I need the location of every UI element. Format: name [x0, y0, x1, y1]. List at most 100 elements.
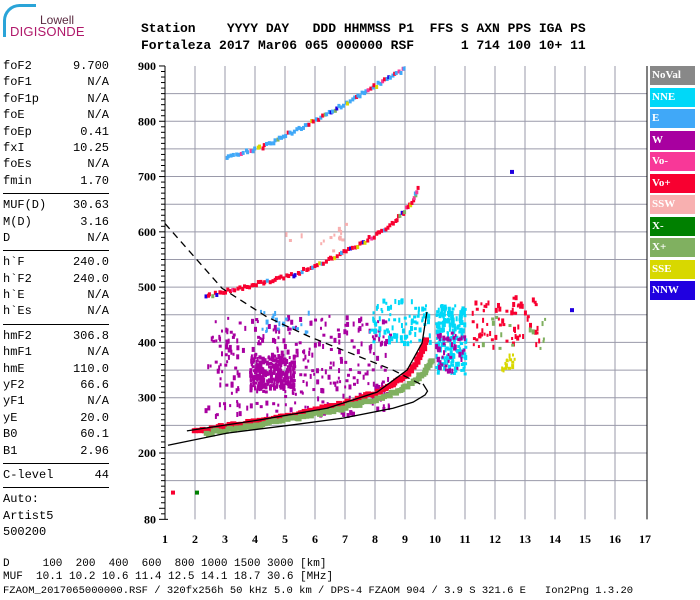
echo-point — [285, 374, 288, 380]
echo-point — [294, 392, 297, 396]
echo-point — [288, 331, 291, 335]
param-label: foF1 — [3, 75, 32, 90]
echo-point — [416, 185, 420, 190]
echo-point — [337, 103, 341, 108]
echo-point — [444, 368, 447, 372]
echo-point — [300, 270, 304, 275]
echo-point — [329, 381, 332, 385]
echo-point — [289, 272, 293, 277]
echo-point — [265, 360, 269, 366]
echo-point — [451, 307, 455, 311]
echo-point — [268, 369, 271, 373]
param-value: 10.25 — [72, 140, 109, 155]
echo-point — [277, 373, 280, 379]
echo-point — [410, 299, 413, 305]
echo-point — [253, 382, 256, 386]
echo-point — [369, 330, 372, 334]
echo-point — [326, 402, 329, 406]
echo-point — [332, 249, 336, 253]
echo-point — [387, 75, 391, 80]
echo-point — [292, 384, 295, 390]
echo-point — [443, 313, 446, 317]
echo-point — [324, 369, 327, 375]
echo-point — [409, 340, 412, 344]
echo-point — [474, 300, 478, 306]
echo-point — [313, 264, 317, 269]
echo-point — [346, 373, 350, 377]
echo-point — [262, 360, 266, 364]
echo-point — [207, 405, 211, 411]
echo-point — [451, 328, 454, 334]
echo-point — [372, 83, 376, 88]
echo-point — [454, 304, 457, 308]
echo-point — [372, 340, 376, 344]
echo-point — [393, 71, 397, 76]
echo-point — [444, 320, 448, 324]
echo-point — [263, 382, 267, 388]
echo-point — [436, 371, 440, 375]
echo-point — [356, 402, 363, 408]
param-row: D N/A — [3, 230, 109, 246]
param-row: fxI 10.25 — [3, 140, 109, 156]
param-label: h`Es — [3, 304, 32, 319]
echo-point — [282, 357, 286, 361]
echo-point — [361, 323, 364, 327]
echo-point — [259, 405, 263, 409]
echo-point — [511, 353, 514, 357]
echo-point — [512, 296, 516, 300]
echo-point — [397, 300, 400, 306]
echo-point — [309, 373, 312, 379]
echo-point — [381, 79, 385, 84]
echo-point — [252, 378, 255, 384]
x-tick-label: 11 — [459, 532, 470, 546]
echo-point — [392, 332, 396, 338]
echo-point — [251, 346, 255, 352]
echo-point — [232, 333, 236, 337]
echo-point — [455, 335, 459, 339]
echo-point — [287, 376, 290, 380]
echo-point — [381, 310, 384, 314]
echo-point — [341, 252, 345, 256]
param-row: B0 60.1 — [3, 426, 109, 442]
logo-lowell: Lowell — [40, 13, 75, 27]
echo-point — [218, 344, 222, 348]
echo-point — [236, 345, 240, 351]
echo-point — [437, 347, 441, 353]
echo-point — [389, 333, 393, 339]
echo-point — [443, 309, 446, 313]
echo-point — [264, 386, 268, 390]
echo-point — [360, 90, 364, 95]
echo-point — [241, 347, 245, 353]
echo-point — [257, 365, 261, 371]
echo-point — [438, 313, 442, 319]
param-value: 306.8 — [72, 328, 109, 343]
echo-point — [462, 368, 466, 372]
param-label: yF2 — [3, 378, 25, 393]
echo-point — [263, 280, 267, 285]
echo-point — [376, 355, 380, 361]
echo-point — [449, 339, 452, 345]
echo-point — [265, 371, 269, 377]
echo-point — [277, 359, 281, 363]
echo-point — [382, 298, 386, 304]
echo-point — [324, 321, 327, 327]
echo-point — [253, 354, 257, 360]
echo-point — [266, 413, 269, 419]
echo-point — [460, 342, 464, 346]
echo-point — [246, 405, 249, 411]
echo-point — [448, 328, 451, 332]
echo-point — [389, 389, 396, 395]
echo-point — [372, 352, 375, 356]
echo-point — [171, 490, 175, 495]
echo-point — [408, 368, 415, 374]
echo-point — [519, 303, 523, 309]
echo-point — [319, 115, 323, 120]
echo-point — [453, 347, 457, 351]
echo-point — [337, 226, 341, 232]
echo-point — [441, 324, 444, 330]
echo-point — [258, 144, 262, 149]
echo-point — [463, 307, 467, 311]
echo-point — [357, 327, 360, 333]
y-tick-label: 300 — [138, 391, 156, 405]
echo-point — [299, 373, 303, 377]
